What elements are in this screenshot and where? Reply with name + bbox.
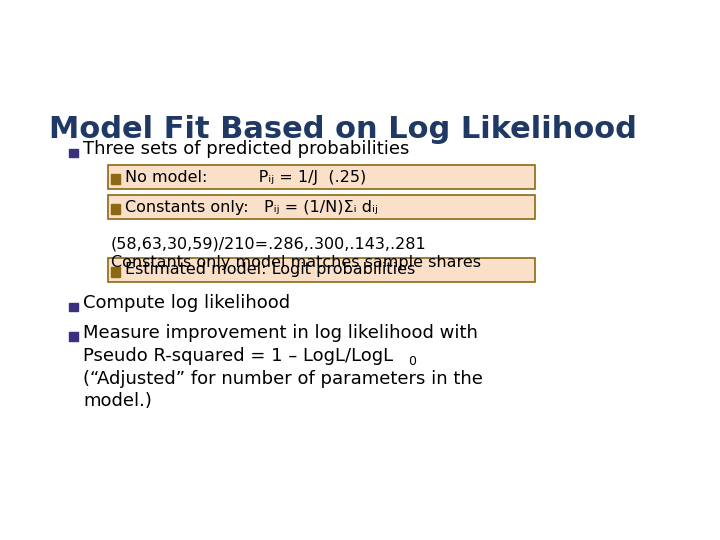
Text: [Part 7]  22/96: [Part 7] 22/96 xyxy=(550,65,644,75)
Bar xyxy=(108,165,536,189)
Bar xyxy=(111,267,120,276)
Bar xyxy=(69,332,78,341)
Text: (“Adjusted” for number of parameters in the: (“Adjusted” for number of parameters in … xyxy=(84,369,483,388)
Text: Model Fit Based on Log Likelihood: Model Fit Based on Log Likelihood xyxy=(50,114,637,144)
Text: Measure improvement in log likelihood with: Measure improvement in log likelihood wi… xyxy=(84,324,478,342)
Text: model.): model.) xyxy=(84,393,152,410)
Text: Constants only:   Pᵢⱼ = (1/N)Σᵢ dᵢⱼ: Constants only: Pᵢⱼ = (1/N)Σᵢ dᵢⱼ xyxy=(125,200,378,214)
Text: Discrete Choice Modeling: Discrete Choice Modeling xyxy=(511,15,683,29)
Bar xyxy=(111,174,120,184)
Bar xyxy=(69,302,78,312)
Text: Three sets of predicted probabilities: Three sets of predicted probabilities xyxy=(84,140,410,158)
Bar xyxy=(108,195,536,219)
Bar xyxy=(108,258,536,282)
Text: Pseudo R-squared = 1 – LogL/LogL: Pseudo R-squared = 1 – LogL/LogL xyxy=(84,347,393,364)
Text: Multinomial Choice Models: Multinomial Choice Models xyxy=(522,41,672,51)
Text: (58,63,30,59)/210=.286,.300,.143,.281: (58,63,30,59)/210=.286,.300,.143,.281 xyxy=(111,237,426,252)
Text: 0: 0 xyxy=(408,355,416,368)
Text: Compute log likelihood: Compute log likelihood xyxy=(84,294,290,312)
Bar xyxy=(69,148,78,158)
Bar xyxy=(111,204,120,214)
Text: No model:          Pᵢⱼ = 1/J  (.25): No model: Pᵢⱼ = 1/J (.25) xyxy=(125,170,366,185)
Text: Estimated model: Logit probabilities: Estimated model: Logit probabilities xyxy=(125,262,415,277)
Text: Constants only model matches sample shares: Constants only model matches sample shar… xyxy=(111,255,480,270)
